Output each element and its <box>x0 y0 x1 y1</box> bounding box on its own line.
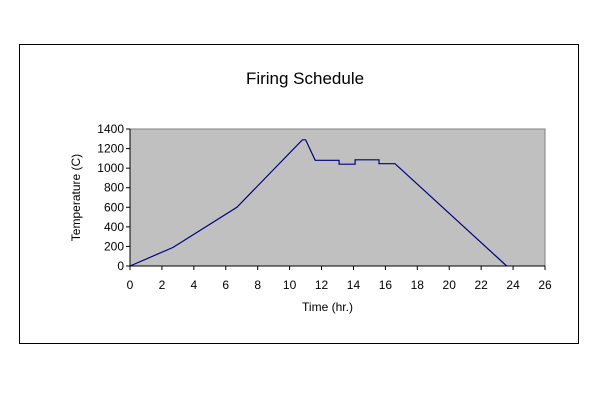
y-tick-label: 800 <box>104 181 124 195</box>
x-tick-label: 2 <box>159 278 166 292</box>
y-tick-label: 600 <box>104 200 124 214</box>
x-tick-label: 24 <box>506 278 520 292</box>
x-tick-label: 10 <box>283 278 297 292</box>
series-line-temperature <box>129 139 508 267</box>
chart-title: Firing Schedule <box>246 69 364 88</box>
x-tick-label: 18 <box>411 278 425 292</box>
x-tick-label: 20 <box>443 278 457 292</box>
y-tick-label: 0 <box>117 259 124 273</box>
x-tick-label: 6 <box>222 278 229 292</box>
x-axis: 0 2 4 6 8 10 12 14 16 18 20 22 24 26 <box>127 266 552 292</box>
plot-area <box>129 128 546 267</box>
x-tick-label: 12 <box>315 278 329 292</box>
x-tick-label: 16 <box>379 278 393 292</box>
x-tick-label: 0 <box>127 278 134 292</box>
y-tick-label: 1200 <box>97 142 124 156</box>
x-tick-label: 8 <box>254 278 261 292</box>
y-tick-label: 1000 <box>97 161 124 175</box>
x-tick-label: 4 <box>191 278 198 292</box>
x-axis-title: Time (hr.) <box>302 300 353 314</box>
y-tick-label: 400 <box>104 220 124 234</box>
y-axis-title: Temperature (C) <box>69 154 83 241</box>
y-tick-label: 200 <box>104 239 124 253</box>
x-tick-label: 22 <box>474 278 488 292</box>
x-tick-label: 14 <box>347 278 361 292</box>
y-axis: 0 200 400 600 800 1000 1200 1400 <box>97 122 130 273</box>
x-tick-label: 26 <box>538 278 552 292</box>
y-tick-label: 1400 <box>97 122 124 136</box>
